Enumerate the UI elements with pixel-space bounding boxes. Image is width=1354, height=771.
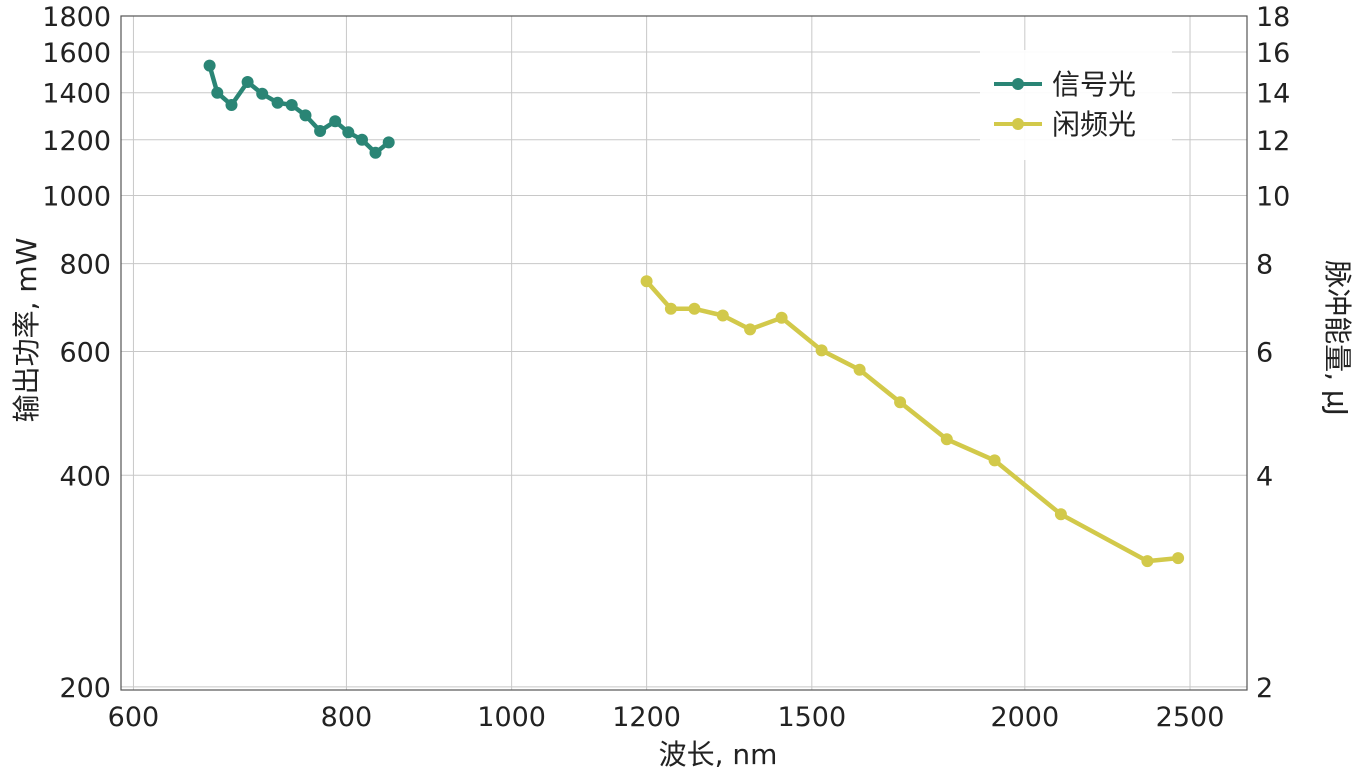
series-line-idler xyxy=(644,279,1179,564)
y-left-tick-label: 1600 xyxy=(42,38,111,69)
data-point-signal xyxy=(369,146,382,159)
y-right-tick-label: 8 xyxy=(1256,250,1273,281)
y-axis-right-title: 脉冲能量, μJ xyxy=(1321,260,1354,416)
y-right-tick-label: 4 xyxy=(1256,461,1273,492)
data-point-signal xyxy=(285,99,298,111)
legend-marker-idler xyxy=(1012,118,1024,130)
y-left-tick-label: 1400 xyxy=(42,79,111,110)
data-point-idler xyxy=(815,344,828,357)
data-point-signal xyxy=(382,136,395,149)
y-left-tick-label: 800 xyxy=(59,250,111,281)
data-point-signal xyxy=(203,59,216,72)
y-right-tick-label: 12 xyxy=(1256,126,1290,157)
series-layer xyxy=(203,59,1185,568)
legend-label-signal: 信号光 xyxy=(1052,68,1136,101)
data-point-signal xyxy=(241,76,254,88)
tick-labels: 600 800 1000 1200 1500 2000 2500 200 400 600 800 10… xyxy=(42,2,1290,733)
y-right-tick-label: 14 xyxy=(1256,79,1290,110)
legend-marker-signal xyxy=(1012,78,1024,90)
data-point-idler xyxy=(853,363,866,376)
y-right-tick-label: 10 xyxy=(1256,181,1290,212)
data-point-idler xyxy=(1054,508,1067,521)
data-point-signal xyxy=(342,126,355,139)
data-point-signal xyxy=(225,99,238,111)
y-right-tick-label: 2 xyxy=(1256,673,1273,704)
y-right-tick-label: 16 xyxy=(1256,38,1290,69)
x-axis-title: 波长, nm xyxy=(659,738,778,771)
y-left-tick-label: 1800 xyxy=(42,2,111,33)
data-point-signal xyxy=(271,96,284,109)
data-point-idler xyxy=(640,275,653,288)
x-tick-label: 1200 xyxy=(612,702,681,733)
data-point-signal xyxy=(256,87,269,100)
data-point-idler xyxy=(1172,552,1185,565)
y-left-tick-label: 600 xyxy=(59,337,111,368)
x-tick-label: 2000 xyxy=(990,702,1059,733)
data-point-signal xyxy=(314,125,327,137)
data-point-idler xyxy=(1141,555,1154,568)
data-point-idler xyxy=(940,433,953,446)
y-left-tick-label: 400 xyxy=(59,461,111,492)
y-left-tick-label: 200 xyxy=(59,673,111,704)
x-tick-label: 2500 xyxy=(1156,702,1225,733)
y-left-tick-label: 1200 xyxy=(42,126,111,157)
series-signal xyxy=(203,59,395,159)
plot-frame xyxy=(120,15,1248,691)
legend-label-idler: 闲频光 xyxy=(1052,108,1136,141)
data-point-idler xyxy=(688,302,701,315)
data-point-signal xyxy=(329,115,342,128)
y-axis-left-title: 输出功率, mW xyxy=(10,238,43,423)
data-point-idler xyxy=(775,311,788,324)
legend: 信号光 闲频光 xyxy=(980,50,1172,160)
series-idler xyxy=(640,275,1185,568)
x-tick-label: 1000 xyxy=(477,702,546,733)
data-point-idler xyxy=(988,454,1001,467)
data-point-idler xyxy=(664,302,677,315)
legend-box xyxy=(980,50,1172,160)
data-point-signal xyxy=(299,109,312,122)
y-left-tick-label: 1000 xyxy=(42,181,111,212)
x-tick-label: 800 xyxy=(321,702,373,733)
data-point-idler xyxy=(716,309,729,322)
x-tick-label: 1500 xyxy=(777,702,846,733)
data-point-idler xyxy=(744,323,757,336)
data-point-signal xyxy=(211,86,224,99)
y-right-tick-label: 18 xyxy=(1256,2,1290,33)
data-point-signal xyxy=(356,133,368,146)
y-right-tick-label: 6 xyxy=(1256,337,1273,368)
data-point-idler xyxy=(894,396,907,409)
x-tick-label: 600 xyxy=(108,702,160,733)
